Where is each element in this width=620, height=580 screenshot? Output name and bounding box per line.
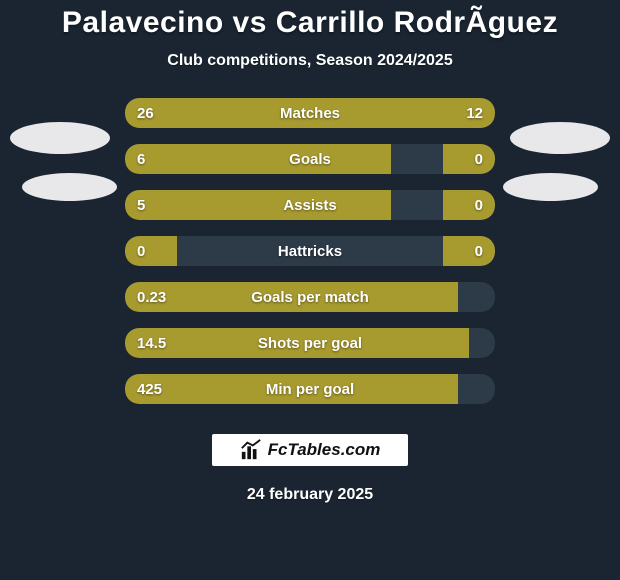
- chart-bars-icon: [240, 439, 262, 461]
- player-right-avatar-1: [510, 122, 610, 154]
- stat-bar-left: [125, 190, 391, 220]
- stat-row: 2612Matches: [125, 98, 495, 128]
- player-right-avatar-2: [503, 173, 598, 201]
- stat-value-left: 6: [125, 144, 157, 174]
- stat-rows: 2612Matches60Goals50Assists00Hattricks0.…: [125, 98, 495, 404]
- stat-value-right: 0: [463, 144, 495, 174]
- stat-bar-left: [125, 144, 391, 174]
- stat-label: Hattricks: [125, 236, 495, 266]
- stat-value-left: 14.5: [125, 328, 178, 358]
- subtitle: Club competitions, Season 2024/2025: [167, 52, 452, 70]
- stat-row: 0.23Goals per match: [125, 282, 495, 312]
- stat-value-left: 26: [125, 98, 166, 128]
- comparison-card: Palavecino vs Carrillo RodrÃ­guez Club c…: [0, 0, 620, 580]
- brand-logo: FcTables.com: [210, 432, 410, 468]
- page-title: Palavecino vs Carrillo RodrÃ­guez: [62, 6, 558, 40]
- stat-value-left: 0: [125, 236, 157, 266]
- stat-value-left: 5: [125, 190, 157, 220]
- stat-row: 50Assists: [125, 190, 495, 220]
- stat-row: 14.5Shots per goal: [125, 328, 495, 358]
- stat-value-right: 0: [463, 236, 495, 266]
- stat-row: 425Min per goal: [125, 374, 495, 404]
- stat-row: 0 0Hattricks: [125, 236, 495, 266]
- stat-value-left: 425: [125, 374, 174, 404]
- stat-bar-left: [125, 374, 458, 404]
- stat-row: 60Goals: [125, 144, 495, 174]
- date-label: 24 february 2025: [247, 486, 373, 504]
- stat-value-right: 12: [454, 98, 495, 128]
- stat-value-right: 0: [463, 190, 495, 220]
- player-left-avatar-1: [10, 122, 110, 154]
- player-left-avatar-2: [22, 173, 117, 201]
- stat-value-left: 0.23: [125, 282, 178, 312]
- brand-text: FcTables.com: [268, 440, 381, 460]
